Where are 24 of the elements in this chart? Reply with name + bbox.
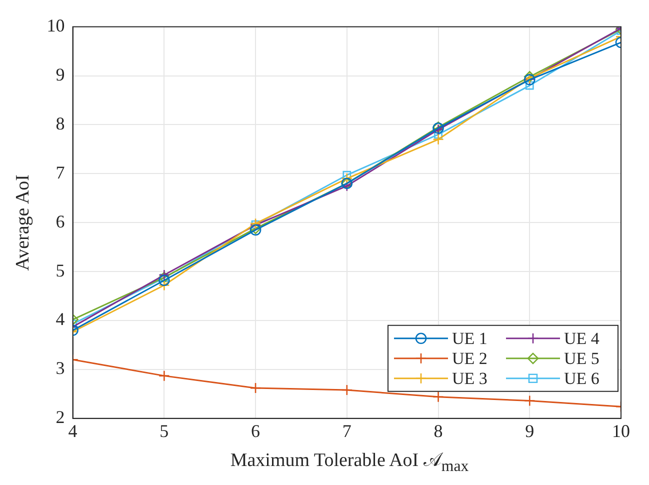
y-tick-label: 7 — [56, 162, 65, 182]
legend-label: UE 6 — [564, 368, 600, 388]
y-tick-label: 9 — [56, 64, 65, 84]
legend-label: UE 1 — [452, 328, 488, 348]
x-tick-label: 4 — [68, 420, 78, 441]
x-tick-label: 10 — [612, 420, 630, 441]
y-tick-label: 8 — [56, 113, 65, 134]
x-axis-title: Maximum Tolerable AoI 𝒜$_{max}$ — [229, 450, 470, 476]
y-tick-label: 6 — [56, 211, 65, 232]
x-tick-label: 5 — [160, 420, 169, 441]
y-tick-label: 10 — [46, 16, 65, 36]
y-tick-label: 4 — [56, 309, 65, 330]
y-tick-label: 5 — [56, 260, 65, 280]
legend-label: UE 2 — [452, 348, 488, 368]
y-axis-title: Average AoI — [12, 174, 34, 271]
y-tick-label: 3 — [56, 358, 65, 378]
y-tick-label: 2 — [56, 407, 65, 428]
legend-label: UE 3 — [452, 368, 488, 388]
legend-label: UE 4 — [564, 328, 600, 348]
x-tick-label: 7 — [342, 420, 352, 441]
x-tick-label: 8 — [434, 420, 443, 441]
x-tick-label: 9 — [525, 420, 534, 441]
legend-label: UE 5 — [564, 348, 600, 368]
x-tick-label: 6 — [251, 420, 260, 441]
